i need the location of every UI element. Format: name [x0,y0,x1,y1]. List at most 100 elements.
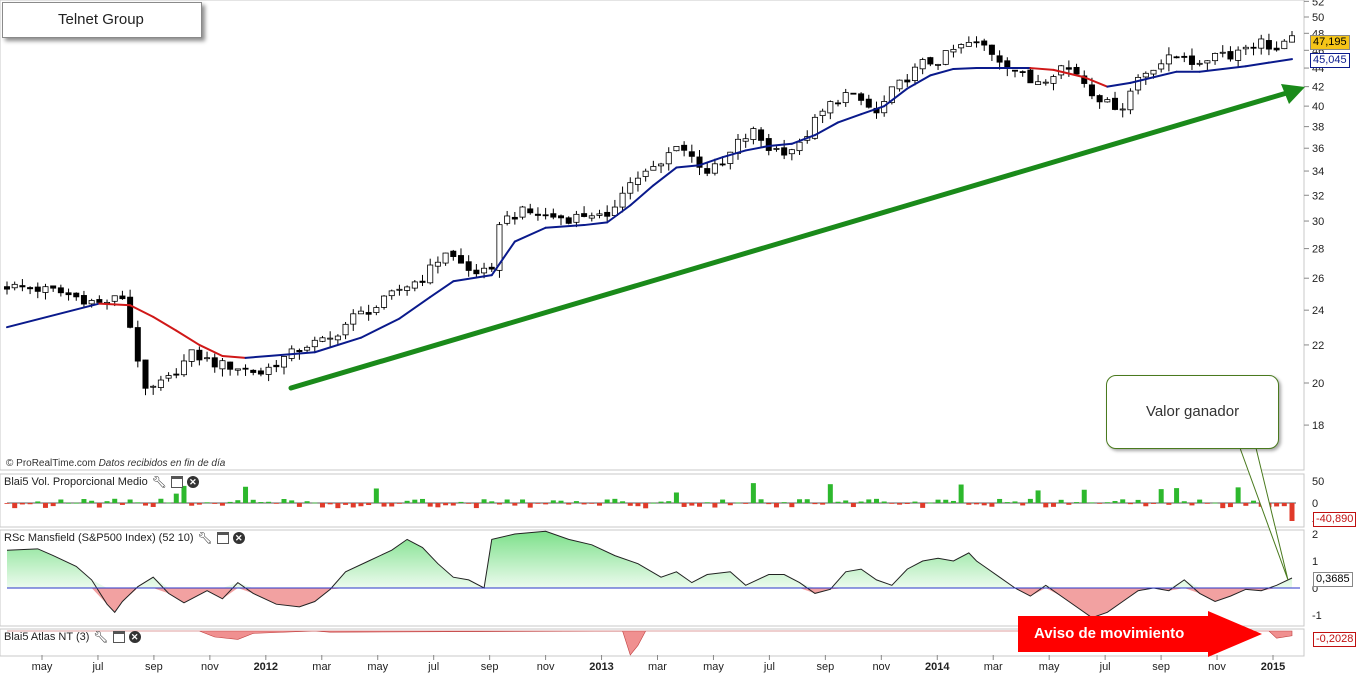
volume-bar [243,486,249,503]
candle-body [404,286,411,291]
volume-bar [350,503,356,508]
ma-line-segment [583,221,609,227]
volume-bar [212,503,218,504]
volume-bar [1120,499,1126,503]
candle-body [334,335,341,341]
candle-body [681,144,688,151]
candle-body [781,147,788,156]
last-price-tag: 47,195 [1310,35,1350,50]
y-tick-label: 32 [1312,190,1324,202]
candle-body [1281,40,1288,50]
candle-body [811,116,818,139]
volume-bar [773,503,779,508]
volume-bar [897,503,903,505]
candle-body [1265,40,1272,50]
candle-body [642,170,649,177]
candle-body [765,138,772,151]
ma-line-segment [883,87,909,108]
volume-bar [1204,503,1210,504]
x-tick-label: may [32,661,53,673]
volume-bar [812,503,818,505]
candle-body [219,360,226,370]
candle-body [473,269,480,275]
wrench-icon[interactable]: 🔧︎ [197,531,213,545]
ma-line-segment [244,354,270,359]
candle-body [1258,38,1265,49]
candle-body [357,310,364,315]
volume-bar [412,499,418,503]
x-tick-label: mar [312,661,331,673]
mansfield-panel-header: RSc Mansfield (S&P500 Index) (52 10) 🔧︎ … [4,530,245,546]
candle-body [4,286,10,290]
candle-body [319,337,326,342]
candle-body [996,55,1003,63]
close-icon[interactable]: ✕ [128,631,141,643]
ma-line-segment [1198,67,1224,73]
window-icon[interactable] [112,631,125,643]
candle-body [34,286,41,292]
window-icon[interactable] [170,476,183,488]
panel-frame [0,0,1305,471]
ma-line-segment [1083,76,1109,88]
x-tick-label: nov [201,661,219,673]
ma-line-segment [652,166,678,187]
candle-body [1219,51,1226,54]
candle-body [888,86,895,104]
rs-positive-area [7,531,1292,588]
x-tick-label: sep [481,661,499,673]
candle-body [619,192,626,208]
volume-bar [58,499,64,503]
ma-line-segment [790,134,816,145]
volume-bar [858,501,864,503]
wrench-icon[interactable]: 🔧︎ [93,630,109,644]
ma-line-segment [313,336,362,354]
candle-body [419,280,426,283]
candle-body [842,92,849,104]
vol-tick-label: 50 [1312,476,1324,488]
volume-bar [435,503,441,508]
candle-body [373,307,380,313]
volume-bar [1035,490,1041,503]
volume-bar [196,503,202,505]
volume-bar [950,500,956,503]
candle-body [196,349,203,361]
volume-bar [1020,503,1026,506]
ma-line-segment [175,329,201,346]
ma-line-segment [452,274,493,283]
rs-negative-area [7,588,1292,618]
candle-body [858,93,865,101]
volume-bar [681,503,687,507]
volume-bar [1289,503,1295,521]
candle-body [927,57,934,65]
volume-bar [804,499,810,503]
x-tick-label: jul [91,661,103,673]
candle-body [911,66,918,81]
ma-line-segment [98,302,132,307]
volume-bar [735,502,741,504]
close-icon[interactable]: ✕ [232,532,245,544]
y-tick-label: 20 [1312,378,1324,390]
volume-bar [73,502,79,504]
volume-bar [1043,503,1049,508]
candle-body [958,44,965,49]
candle-body [819,110,826,117]
close-icon[interactable]: ✕ [186,476,199,488]
volume-bar [119,503,125,505]
candle-body [157,379,164,388]
y-tick-label: 36 [1312,143,1324,155]
candle-body [1173,56,1180,59]
trendline-arrowhead [1281,84,1305,104]
candle-body [588,215,595,219]
wrench-icon[interactable]: 🔧︎ [151,475,167,489]
volume-bar [1212,502,1218,504]
volume-bar [689,503,695,506]
candle-body [865,98,872,108]
window-icon[interactable] [216,532,229,544]
volume-bar [720,499,726,503]
volume-bar [697,503,703,507]
panel-frame [0,628,1305,657]
atlas-area [7,630,1293,656]
candle-body [711,163,718,174]
volume-bar [704,502,710,504]
candle-body [919,59,926,70]
